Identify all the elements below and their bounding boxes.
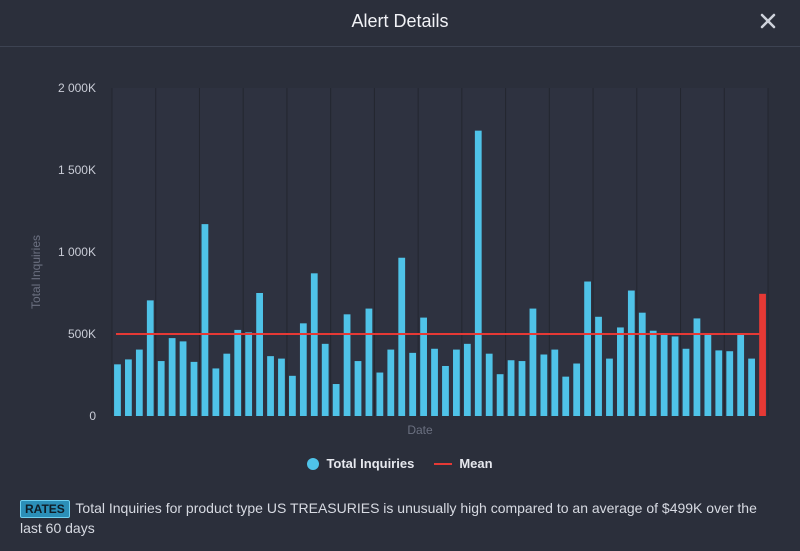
bar <box>748 358 755 416</box>
bar <box>638 312 646 416</box>
bar <box>496 374 504 416</box>
bar <box>463 343 471 416</box>
bar <box>671 336 679 416</box>
bar <box>453 349 460 416</box>
dialog-title: Alert Details <box>351 11 449 31</box>
bar <box>332 384 340 416</box>
bar <box>135 349 143 416</box>
bar <box>649 330 657 416</box>
bar <box>485 353 493 416</box>
bar <box>627 290 635 416</box>
bar <box>146 300 154 416</box>
bar <box>409 352 417 416</box>
bar <box>507 360 515 416</box>
bar <box>157 361 165 416</box>
bar <box>606 358 613 416</box>
bar <box>551 349 559 416</box>
bar <box>518 361 526 416</box>
bar <box>387 349 395 416</box>
dialog-header: Alert Details <box>0 0 800 47</box>
x-axis-label: Date <box>407 423 433 437</box>
bar <box>310 273 318 416</box>
bar <box>376 372 384 416</box>
chart-area: 0 500K 1 000K 1 500K 2 000K Date Total Inquiri… <box>0 47 800 487</box>
bar <box>595 316 602 416</box>
bar <box>278 358 285 416</box>
y-axis-label: Total Inquiries <box>29 235 43 309</box>
bar <box>267 356 274 416</box>
bar <box>420 317 427 416</box>
bar <box>114 364 121 416</box>
legend-line-icon <box>434 462 453 465</box>
y-tick-label: 1 000K <box>58 245 96 259</box>
bar-highlight <box>759 293 766 416</box>
y-tick-label: 2 000K <box>58 81 96 95</box>
bar <box>474 130 482 416</box>
y-tick-label: 0 <box>89 409 96 423</box>
legend-label-total-inquiries: Total Inquiries <box>326 456 415 471</box>
bar <box>321 343 329 416</box>
bar <box>737 334 745 416</box>
bar <box>365 308 373 416</box>
bar <box>704 333 712 416</box>
alert-message-text: Total Inquiries for product type US TREA… <box>20 500 757 536</box>
bar <box>212 368 220 416</box>
bar <box>715 350 723 416</box>
bar <box>562 376 570 416</box>
bar <box>617 327 624 416</box>
bar <box>125 359 132 416</box>
bar <box>168 338 176 416</box>
bar <box>190 361 198 416</box>
chart-legend: Total Inquiries Mean <box>0 456 800 471</box>
bar <box>442 365 449 416</box>
y-tick-label: 1 500K <box>58 163 96 177</box>
bar <box>245 332 253 416</box>
bar <box>660 333 668 416</box>
legend-dot-icon <box>307 457 320 470</box>
category-badge: RATES <box>20 500 70 518</box>
bar-chart: 0 500K 1 000K 1 500K 2 000K Date Total Inquiri… <box>29 81 769 437</box>
bar <box>343 314 351 416</box>
bar <box>726 351 734 416</box>
y-tick-label: 500K <box>68 327 96 341</box>
bar <box>179 341 187 416</box>
bar <box>223 353 231 416</box>
close-icon[interactable] <box>758 10 778 32</box>
plot-background <box>112 88 768 416</box>
bar <box>289 375 296 416</box>
bar <box>354 361 362 416</box>
bar <box>573 363 581 416</box>
legend-item-total-inquiries[interactable]: Total Inquiries <box>307 456 414 471</box>
legend-item-mean[interactable]: Mean <box>434 456 493 471</box>
bar <box>540 354 548 416</box>
bar <box>234 329 242 416</box>
alert-message: RATES Total Inquiries for product type U… <box>20 498 780 538</box>
bar <box>431 348 438 416</box>
legend-label-mean: Mean <box>459 456 493 471</box>
bar <box>398 257 406 416</box>
bar <box>529 308 537 416</box>
bar <box>584 281 591 416</box>
bar <box>201 224 209 416</box>
bar <box>693 318 701 416</box>
bar <box>299 323 307 416</box>
bar <box>682 348 690 416</box>
bar <box>256 293 263 416</box>
